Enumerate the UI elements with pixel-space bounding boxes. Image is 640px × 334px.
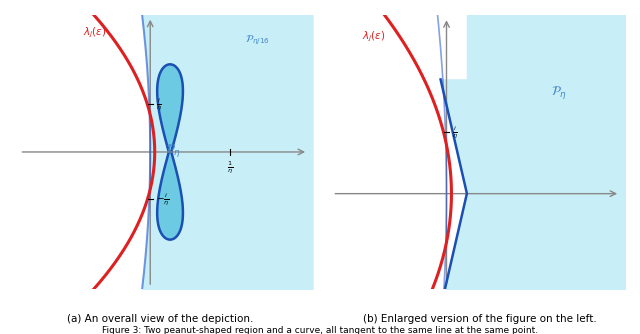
Text: $\frac{i}{\eta}$: $\frac{i}{\eta}$ [452, 124, 458, 140]
Text: $\lambda_j(\epsilon)$: $\lambda_j(\epsilon)$ [83, 26, 106, 40]
Text: $\mathcal{P}_{\eta}$: $\mathcal{P}_{\eta}$ [550, 84, 566, 101]
Text: $\mathcal{P}_{\eta/16}$: $\mathcal{P}_{\eta/16}$ [245, 33, 269, 47]
Text: $\frac{1}{\eta}$: $\frac{1}{\eta}$ [227, 159, 232, 175]
Text: $\mathcal{P}_{\eta}$: $\mathcal{P}_{\eta}$ [165, 142, 180, 159]
Text: $-\frac{i}{\eta}$: $-\frac{i}{\eta}$ [156, 191, 169, 207]
Text: $\frac{i}{\eta}$: $\frac{i}{\eta}$ [156, 97, 162, 113]
Polygon shape [157, 64, 183, 239]
Text: $\lambda_j(\epsilon)$: $\lambda_j(\epsilon)$ [362, 29, 386, 44]
Text: (a) An overall view of the depiction.: (a) An overall view of the depiction. [67, 314, 253, 324]
Text: Figure 3: Two peanut-shaped region and a curve, all tangent to the same line at : Figure 3: Two peanut-shaped region and a… [102, 326, 538, 334]
Text: (b) Enlarged version of the figure on the left.: (b) Enlarged version of the figure on th… [363, 314, 597, 324]
